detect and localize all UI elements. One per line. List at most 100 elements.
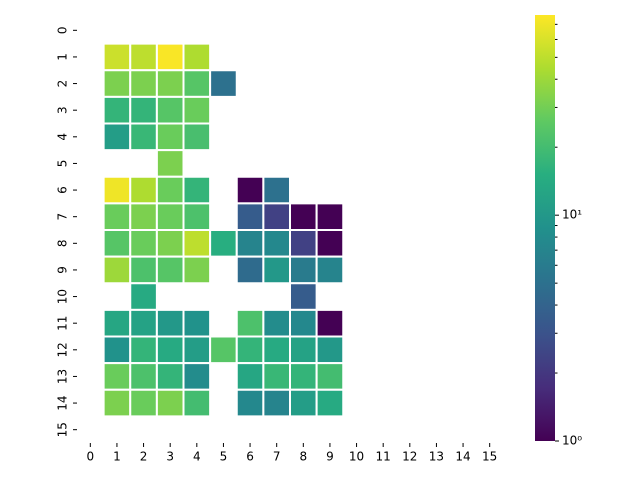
y-tick-label: 8 <box>56 239 70 247</box>
x-tick-label: 7 <box>273 450 281 464</box>
heatmap-cell <box>235 229 265 258</box>
heatmap-cell <box>129 255 158 285</box>
heatmap-cell <box>155 255 185 285</box>
x-tick-label: 12 <box>402 450 417 464</box>
heatmap-cell <box>129 95 158 125</box>
heatmap-cell <box>129 308 158 338</box>
heatmap-cell <box>289 282 318 311</box>
colorbar-tick-label: 10¹ <box>562 208 582 222</box>
heatmap-cell <box>262 175 291 205</box>
y-tick-label: 13 <box>56 369 70 384</box>
heatmap-cell <box>129 175 158 205</box>
x-tick-label: 13 <box>429 450 444 464</box>
heatmap-cell <box>155 229 185 258</box>
heatmap-cell <box>235 335 265 365</box>
y-tick-label: 6 <box>56 186 70 194</box>
heatmap-cell <box>102 335 132 365</box>
heatmap-cell <box>102 202 132 231</box>
heatmap-cell <box>262 335 291 365</box>
x-tick-label: 9 <box>326 450 334 464</box>
y-tick-label: 15 <box>56 422 70 437</box>
heatmap-cell <box>209 69 238 98</box>
heatmap-cell <box>315 202 345 231</box>
heatmap-cell <box>155 308 185 338</box>
heatmap-cell <box>182 42 212 72</box>
heatmap-cell <box>315 335 345 365</box>
heatmap-cell <box>155 362 185 391</box>
heatmap-cell <box>155 202 185 231</box>
heatmap-cell <box>129 335 158 365</box>
x-tick-label: 1 <box>113 450 121 464</box>
heatmap-cell <box>102 362 132 391</box>
heatmap-cell <box>182 362 212 391</box>
heatmap-cell <box>262 362 291 391</box>
x-tick-label: 0 <box>86 450 94 464</box>
heatmap-cell <box>102 175 132 205</box>
heatmap-cell <box>289 229 318 258</box>
heatmap-cell <box>182 175 212 205</box>
y-tick-label: 12 <box>56 342 70 357</box>
heatmap-cell <box>289 308 318 338</box>
heatmap-cell <box>262 388 291 418</box>
heatmap-cell <box>182 202 212 231</box>
x-tick-label: 3 <box>166 450 174 464</box>
heatmap-cell <box>102 42 132 72</box>
heatmap-cell <box>182 388 212 418</box>
heatmap-cell <box>289 335 318 365</box>
heatmap-cell <box>209 335 238 365</box>
x-tick-label: 5 <box>220 450 228 464</box>
heatmap-cell <box>155 149 185 178</box>
heatmap-cell <box>129 282 158 311</box>
y-tick-label: 2 <box>56 80 70 88</box>
heatmap-cell <box>129 122 158 152</box>
heatmap-cell <box>262 308 291 338</box>
heatmap-cell <box>182 308 212 338</box>
heatmap-cell <box>262 229 291 258</box>
heatmap-cell <box>129 42 158 72</box>
heatmap-cell <box>289 255 318 285</box>
heatmap-cell <box>155 95 185 125</box>
x-tick-label: 15 <box>482 450 497 464</box>
heatmap-cell <box>102 229 132 258</box>
heatmap-cell <box>289 388 318 418</box>
heatmap-cell <box>129 202 158 231</box>
x-tick-label: 14 <box>455 450 470 464</box>
heatmap-cell <box>262 255 291 285</box>
y-tick-label: 11 <box>56 316 70 331</box>
heatmap-cell <box>155 335 185 365</box>
y-tick-label: 5 <box>56 160 70 168</box>
heatmap-cell <box>315 229 345 258</box>
heatmap-cell <box>102 95 132 125</box>
heatmap-cell <box>102 388 132 418</box>
x-tick-label: 8 <box>299 450 307 464</box>
heatmap-cell <box>235 308 265 338</box>
colorbar <box>535 15 555 441</box>
heatmap-cell <box>235 255 265 285</box>
heatmap-cell <box>182 229 212 258</box>
x-tick-label: 11 <box>376 450 391 464</box>
heatmap-cell <box>102 69 132 98</box>
heatmap-cell <box>235 175 265 205</box>
heatmap-cell <box>315 308 345 338</box>
heatmap-cell <box>155 69 185 98</box>
colorbar-tick-label: 10⁰ <box>562 434 582 448</box>
heatmap-cell <box>315 362 345 391</box>
heatmap-cell <box>315 255 345 285</box>
y-tick-label: 9 <box>56 266 70 274</box>
x-tick-label: 4 <box>193 450 201 464</box>
y-tick-label: 1 <box>56 53 70 61</box>
y-tick-label: 10 <box>56 289 70 304</box>
heatmap-cell <box>182 122 212 152</box>
heatmap-cell <box>155 122 185 152</box>
heatmap-cell <box>129 69 158 98</box>
heatmap-cell <box>262 202 291 231</box>
y-tick-label: 14 <box>56 395 70 410</box>
y-tick-label: 4 <box>56 133 70 141</box>
heatmap-cell <box>155 388 185 418</box>
y-tick-label: 3 <box>56 106 70 114</box>
heatmap-cell <box>182 335 212 365</box>
heatmap-cell <box>182 69 212 98</box>
heatmap-cell <box>315 388 345 418</box>
heatmap-cell <box>129 362 158 391</box>
heatmap-cell <box>129 388 158 418</box>
